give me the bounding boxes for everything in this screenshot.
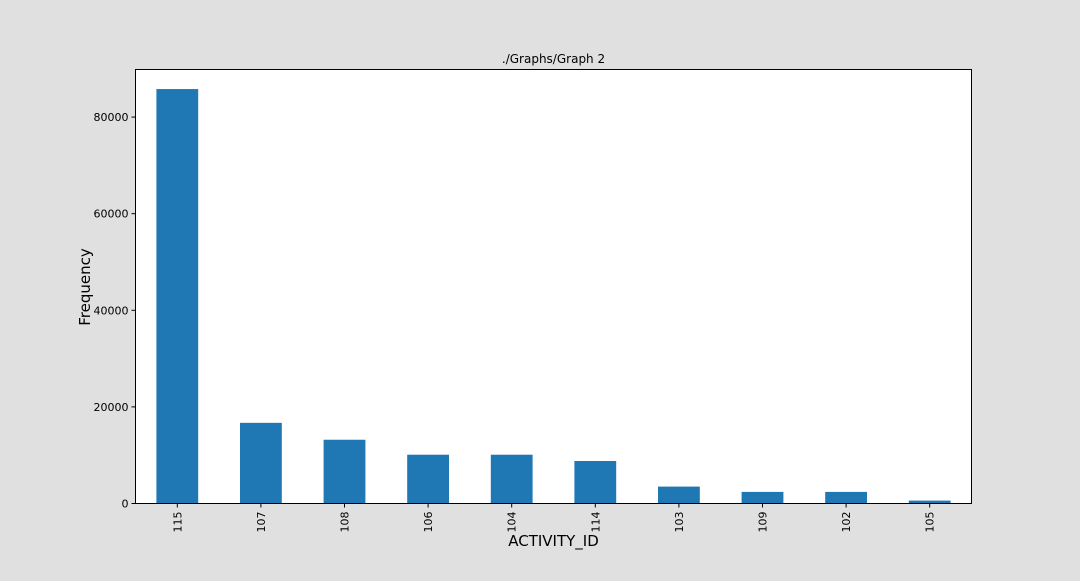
bar-114: [574, 460, 617, 504]
y-tick-label: 80000: [94, 111, 129, 124]
x-tick-label: 115: [171, 512, 184, 533]
x-tick-label: 106: [422, 512, 435, 533]
x-tick-label: 105: [924, 512, 937, 533]
x-axis: 115 107 108 106 104 114 103 109 102 105: [171, 503, 937, 533]
y-tick-label: 40000: [94, 304, 129, 317]
bar-108: [323, 439, 366, 504]
bar-106: [407, 454, 449, 504]
y-axis-label: Frequency: [76, 248, 94, 326]
bar-105: [908, 500, 951, 504]
x-tick-label: 109: [757, 512, 770, 533]
bar-115: [156, 89, 199, 504]
bars-group: [156, 89, 951, 504]
bar-104: [490, 454, 533, 504]
bar-109: [741, 491, 784, 504]
x-tick-label: 108: [339, 512, 352, 533]
y-tick-label: 0: [122, 498, 129, 511]
plot-frame: [135, 69, 972, 504]
y-tick-label: 20000: [94, 401, 129, 414]
x-tick-label: 114: [589, 512, 602, 533]
x-tick-label: 103: [673, 512, 686, 533]
x-tick-label: 104: [506, 512, 519, 533]
x-tick-label: 107: [255, 512, 268, 533]
chart-title: ./Graphs/Graph 2: [502, 52, 605, 66]
bar-103: [658, 486, 700, 504]
x-tick-label: 102: [840, 512, 853, 533]
bar-107: [240, 422, 282, 504]
bar-102: [825, 491, 867, 504]
y-axis: 0 20000 40000 60000 80000: [94, 111, 136, 511]
x-axis-label: ACTIVITY_ID: [508, 532, 599, 551]
y-tick-label: 60000: [94, 208, 129, 221]
